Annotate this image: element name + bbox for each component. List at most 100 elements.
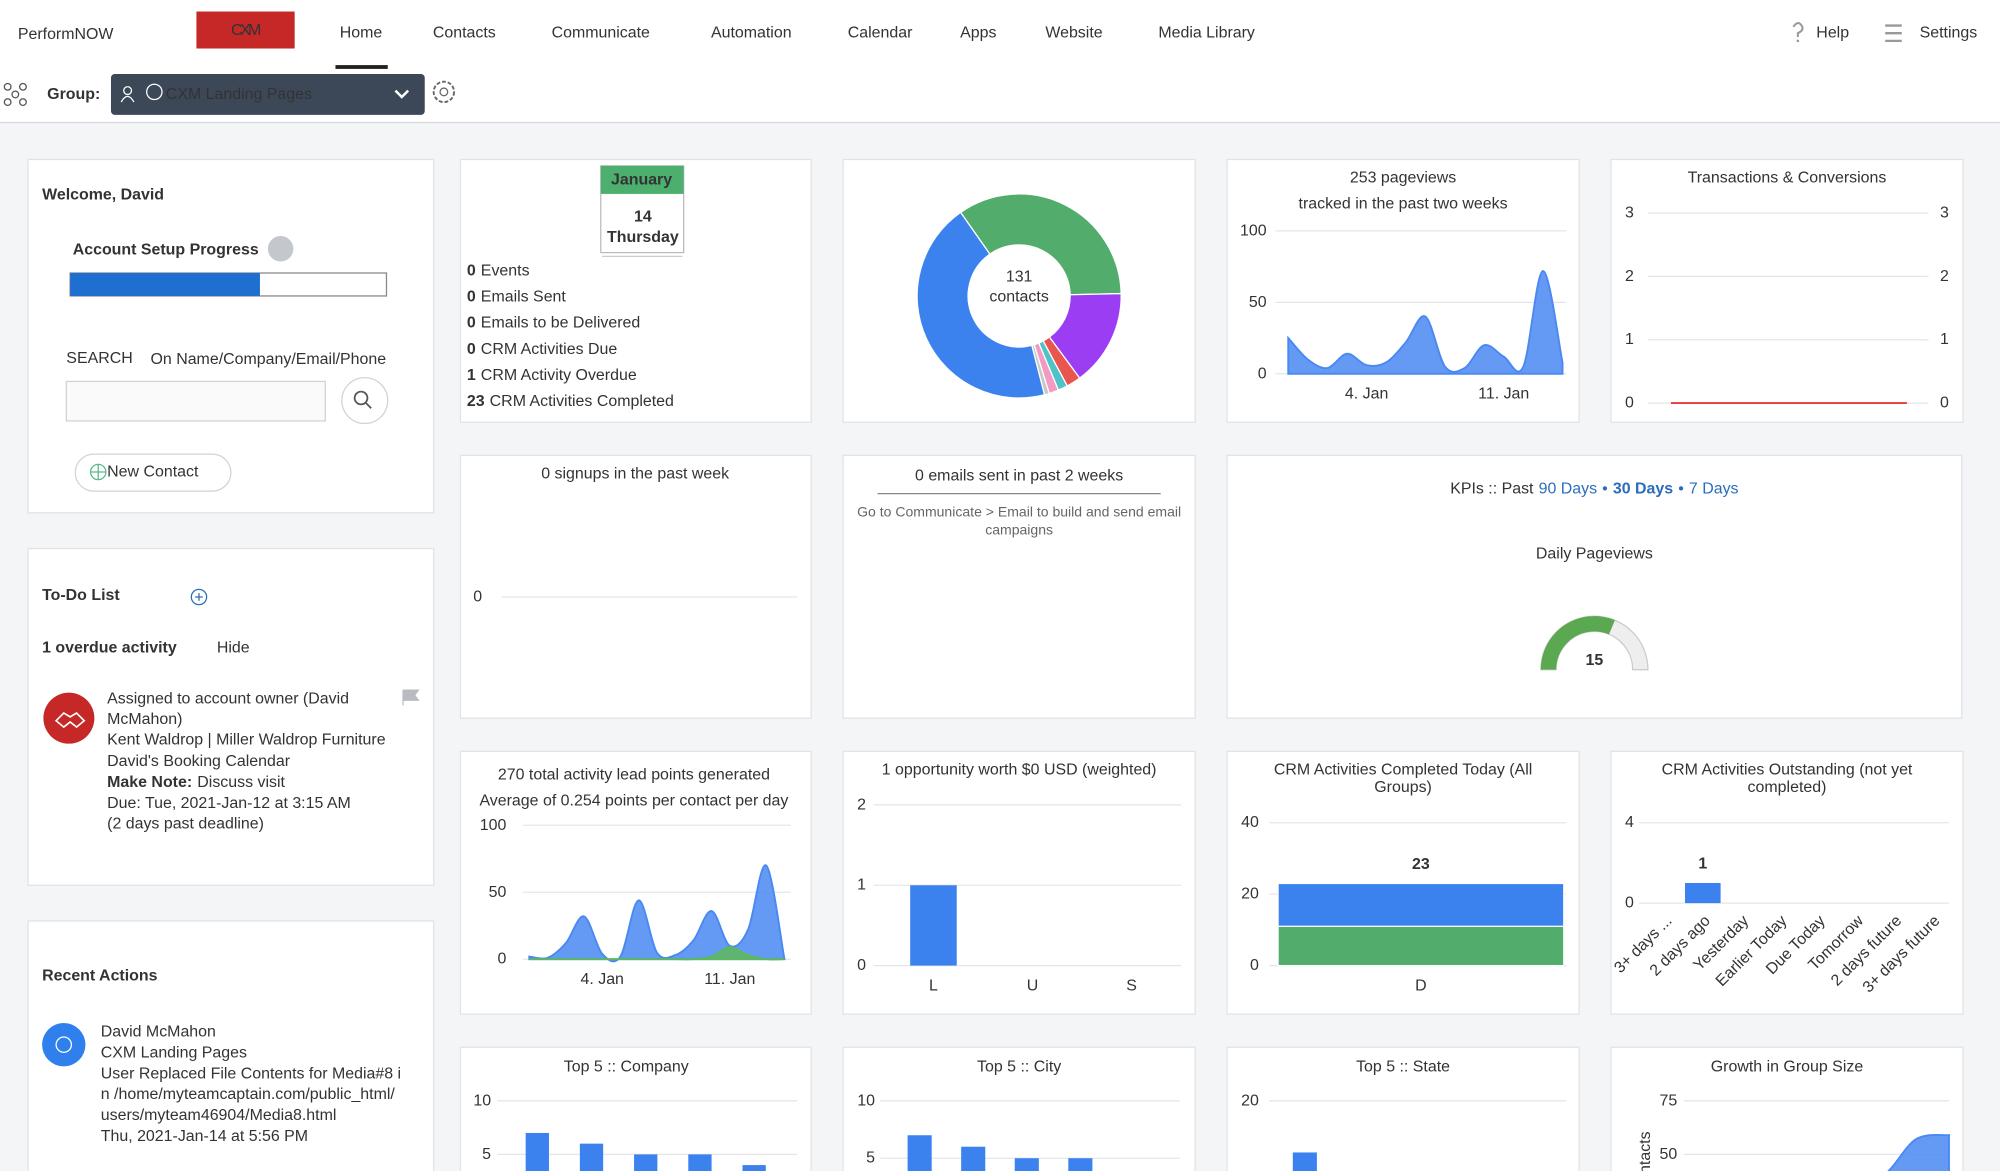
calendar-stat: 0 Emails to be Delivered <box>467 314 640 331</box>
nav-item[interactable]: Communicate <box>552 25 650 42</box>
group-dropdown[interactable] <box>110 74 425 115</box>
todo-contact-link[interactable]: Kent Waldrop | Miller Waldrop Furniture <box>107 731 386 748</box>
flag-icon[interactable] <box>402 689 420 706</box>
area <box>1887 1134 1950 1171</box>
calendar-day: 14 <box>634 208 652 225</box>
recent-text: n /home/myteamcaptain.com/public_html/ <box>101 1086 396 1103</box>
plus-icon <box>90 464 106 480</box>
todo-text: McMahon) <box>107 711 182 728</box>
y-tick-label: 50 <box>1660 1146 1678 1163</box>
group-settings-icon-core <box>439 87 449 97</box>
y-tick-label: 10 <box>857 1092 875 1109</box>
nav-item[interactable]: Website <box>1045 25 1102 42</box>
y2-tick-label: 1 <box>1940 331 1949 348</box>
search-hint: On Name/Company/Email/Phone <box>151 351 387 368</box>
donut-center-value: 131 <box>1006 268 1033 285</box>
calendar-stat: 0 Emails Sent <box>467 288 567 305</box>
card <box>842 1046 1196 1171</box>
y-tick-label: 50 <box>489 884 507 901</box>
nav-item[interactable]: Calendar <box>848 25 913 42</box>
stat-count: 0 <box>467 288 476 305</box>
nav-item[interactable]: Media Library <box>1158 25 1255 42</box>
calendar-stat: 0 Events <box>467 262 530 279</box>
y-tick-label: 1 <box>1625 331 1634 348</box>
stat-label: CRM Activity Overdue <box>481 367 637 384</box>
bar-segment <box>1277 925 1565 967</box>
note-text: Discuss visit <box>197 773 285 790</box>
chart-title-box: Growth in Group Size <box>1710 1057 1864 1076</box>
y-tick-label: 0 <box>857 957 866 974</box>
chart-title-box: Top 5 :: City <box>977 1057 1061 1075</box>
bar <box>1685 883 1721 904</box>
recent-text: users/myteam46904/Media8.html <box>101 1107 337 1124</box>
group-icon <box>11 90 20 99</box>
nav-item[interactable]: Apps <box>960 25 996 42</box>
y-tick-label: 75 <box>1660 1092 1678 1109</box>
todo-text: David's Booking Calendar <box>107 753 291 770</box>
nav-item[interactable]: Home <box>340 25 383 42</box>
y-tick-label: 0 <box>473 588 482 605</box>
nav-item[interactable]: Automation <box>711 25 792 42</box>
new-contact-button[interactable] <box>74 453 232 492</box>
recent-time: Thu, 2021-Jan-14 at 5:56 PM <box>101 1128 308 1145</box>
card <box>842 454 1196 719</box>
area <box>528 864 786 963</box>
hide-link[interactable]: Hide <box>217 639 250 656</box>
bar-segment <box>1277 882 1565 927</box>
bar <box>634 1154 658 1171</box>
donut-slice <box>916 211 1046 399</box>
search-input[interactable] <box>65 380 326 422</box>
bar <box>688 1154 712 1171</box>
bar <box>742 1165 766 1171</box>
y-tick-label: 50 <box>1249 294 1267 311</box>
total-label: 23 <box>1412 856 1430 873</box>
card <box>27 547 435 886</box>
card <box>459 750 812 1015</box>
help-link[interactable]: Help <box>1816 25 1849 42</box>
chart-title: Growth in Group Size <box>1710 1057 1864 1076</box>
bar <box>907 1135 932 1171</box>
stat-label: Emails Sent <box>481 288 567 305</box>
kpi-range[interactable]: 30 Days <box>1613 480 1673 497</box>
card <box>1226 158 1580 423</box>
x-tick-label: S <box>1126 978 1137 995</box>
recent-text: CXM Landing Pages <box>101 1044 247 1061</box>
bar <box>1014 1158 1039 1171</box>
y-tick-label: 40 <box>1241 814 1259 831</box>
data-label: 1 <box>1698 855 1707 872</box>
progress-bar <box>70 273 260 296</box>
card <box>459 454 812 719</box>
group-settings-icon[interactable] <box>432 80 456 104</box>
todo-add-icon[interactable] <box>190 588 208 606</box>
settings-link[interactable]: Settings <box>1920 25 1978 42</box>
stat-label: CRM Activities Due <box>481 340 618 357</box>
todo-text: Assigned to account owner (David <box>107 691 349 708</box>
stat-label: CRM Activities Completed <box>490 393 674 410</box>
todo-title: To-Do List <box>42 587 120 604</box>
chart-title-box: 1 opportunity worth $0 USD (weighted) <box>882 760 1157 778</box>
chart-title: CRM Activities Completed Today (All Grou… <box>1273 760 1533 796</box>
kpi-range[interactable]: 7 Days <box>1689 480 1739 497</box>
chart-title: Top 5 :: Company <box>563 1057 689 1076</box>
y-tick-label: 2 <box>857 796 866 813</box>
gauge-label: 15 <box>1586 652 1604 669</box>
stat-count: 0 <box>467 314 476 331</box>
chart-title: 0 signups in the past week <box>541 464 730 483</box>
y-tick-label: 20 <box>1241 886 1259 903</box>
calendar-stat: 0 CRM Activities Due <box>467 340 618 357</box>
nav-item[interactable]: Contacts <box>433 25 496 42</box>
chart-title-box: Transactions & Conversions <box>1688 168 1887 186</box>
kpi-header: KPIs :: Past 90 Days • 30 Days • 7 Days <box>1450 480 1738 497</box>
search-button[interactable] <box>341 376 389 425</box>
y-tick-label: 10 <box>473 1092 491 1109</box>
chart-title-box: Daily Pageviews <box>1536 545 1653 563</box>
kpi-range[interactable]: 90 Days <box>1539 480 1597 497</box>
overdue-count: 1 overdue activity <box>42 639 177 656</box>
recent-icon-inner <box>55 1036 73 1053</box>
group-selected: CXM Landing Pages <box>166 86 312 103</box>
emails-title: 0 emails sent in past 2 weeks <box>915 467 1123 484</box>
x-tick-label: 4. Jan <box>1345 386 1388 403</box>
card <box>1226 750 1580 1015</box>
calendar-month: January <box>611 171 672 188</box>
